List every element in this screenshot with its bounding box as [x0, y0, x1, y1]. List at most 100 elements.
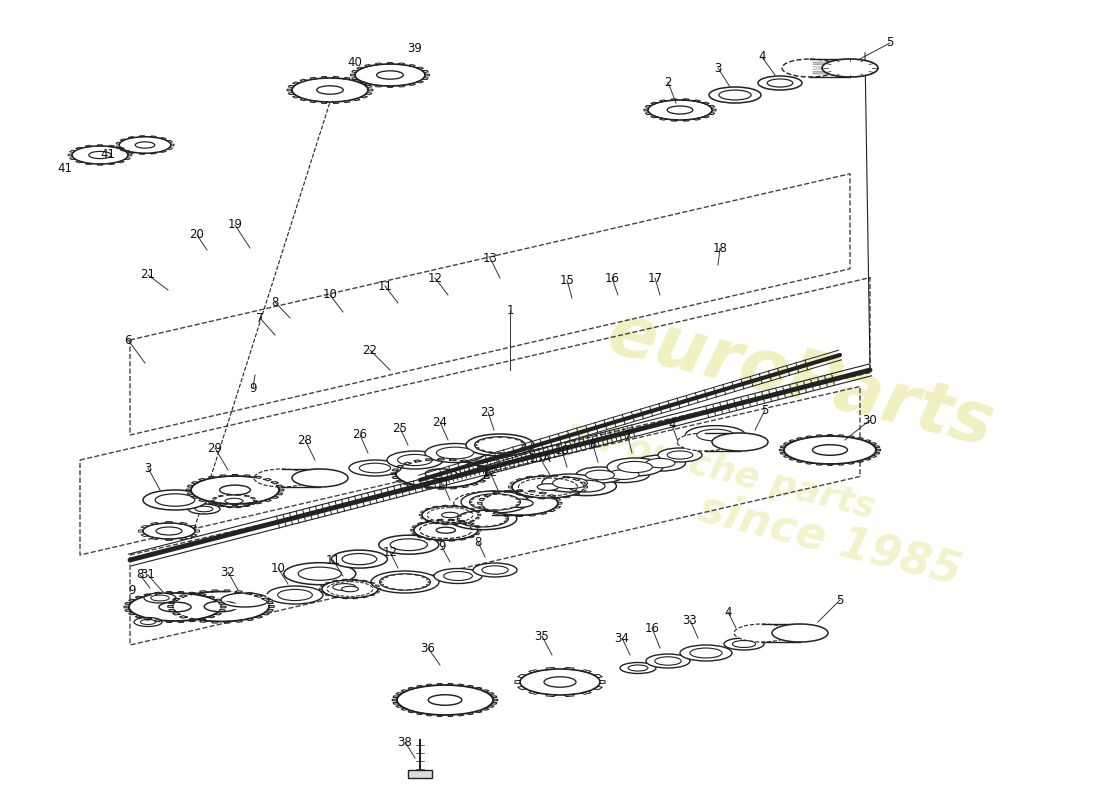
Ellipse shape	[458, 510, 508, 527]
Text: 7: 7	[256, 311, 264, 325]
Ellipse shape	[324, 581, 364, 593]
Ellipse shape	[173, 591, 270, 622]
Text: 9: 9	[250, 382, 256, 394]
Text: 33: 33	[683, 614, 697, 626]
Text: 9: 9	[438, 541, 446, 554]
Ellipse shape	[414, 520, 477, 540]
Ellipse shape	[712, 433, 768, 451]
Ellipse shape	[441, 512, 459, 518]
Ellipse shape	[576, 467, 624, 483]
Ellipse shape	[482, 491, 558, 515]
Ellipse shape	[813, 445, 847, 455]
Ellipse shape	[822, 59, 878, 77]
Text: 11: 11	[377, 279, 393, 293]
Ellipse shape	[437, 527, 455, 534]
Ellipse shape	[221, 593, 270, 607]
Text: 11: 11	[436, 478, 451, 490]
Ellipse shape	[608, 470, 639, 479]
Ellipse shape	[607, 458, 663, 476]
Ellipse shape	[646, 654, 690, 668]
Text: euroParts: euroParts	[600, 298, 1000, 462]
Text: 3: 3	[144, 462, 152, 474]
Text: 8: 8	[474, 535, 482, 549]
Text: 38: 38	[397, 735, 412, 749]
Ellipse shape	[557, 477, 616, 495]
Ellipse shape	[144, 593, 176, 603]
Ellipse shape	[360, 463, 390, 473]
Ellipse shape	[226, 498, 243, 504]
Ellipse shape	[141, 619, 156, 625]
Ellipse shape	[151, 595, 169, 601]
Ellipse shape	[617, 462, 652, 473]
Ellipse shape	[158, 602, 191, 612]
Ellipse shape	[155, 494, 195, 506]
Ellipse shape	[474, 437, 526, 454]
Ellipse shape	[387, 451, 443, 469]
Ellipse shape	[298, 567, 341, 580]
Text: 3: 3	[714, 62, 722, 74]
Text: 17: 17	[648, 271, 662, 285]
Text: 8: 8	[590, 438, 596, 451]
Ellipse shape	[690, 648, 722, 658]
Text: 23: 23	[481, 406, 495, 418]
Ellipse shape	[648, 100, 712, 120]
Text: 10: 10	[554, 445, 570, 458]
Text: since 1985: since 1985	[694, 486, 966, 594]
Ellipse shape	[437, 447, 474, 459]
Ellipse shape	[214, 495, 254, 507]
Text: 12: 12	[483, 466, 497, 478]
Ellipse shape	[434, 569, 482, 583]
Text: 41: 41	[57, 162, 73, 174]
Ellipse shape	[597, 466, 649, 482]
Text: 13: 13	[483, 251, 497, 265]
Text: 18: 18	[713, 242, 727, 254]
Text: 24: 24	[432, 415, 448, 429]
Ellipse shape	[552, 478, 587, 489]
Ellipse shape	[72, 146, 128, 164]
Ellipse shape	[734, 624, 790, 642]
Text: 4: 4	[758, 50, 766, 63]
Ellipse shape	[636, 455, 685, 471]
Ellipse shape	[119, 137, 170, 154]
Text: 4: 4	[724, 606, 732, 618]
Ellipse shape	[220, 485, 251, 495]
Text: 20: 20	[189, 229, 205, 242]
Text: 25: 25	[393, 422, 407, 434]
Text: 9: 9	[129, 583, 135, 597]
Ellipse shape	[658, 448, 702, 462]
Ellipse shape	[376, 71, 404, 79]
Text: 1: 1	[506, 303, 514, 317]
Ellipse shape	[349, 460, 402, 476]
Text: 8: 8	[272, 295, 278, 309]
Ellipse shape	[129, 593, 221, 621]
Text: 22: 22	[363, 343, 377, 357]
Ellipse shape	[544, 677, 576, 687]
Text: 26: 26	[352, 429, 367, 442]
Ellipse shape	[396, 460, 486, 488]
Ellipse shape	[784, 436, 876, 464]
Ellipse shape	[428, 694, 462, 706]
Ellipse shape	[470, 494, 520, 510]
Text: 31: 31	[141, 569, 155, 582]
Ellipse shape	[482, 566, 508, 574]
Ellipse shape	[782, 59, 838, 77]
Ellipse shape	[680, 645, 732, 661]
Ellipse shape	[379, 574, 430, 590]
Ellipse shape	[355, 64, 425, 86]
Ellipse shape	[473, 563, 517, 577]
Text: 5: 5	[887, 37, 893, 50]
Ellipse shape	[772, 624, 828, 642]
Ellipse shape	[292, 78, 368, 102]
Ellipse shape	[724, 638, 764, 650]
Ellipse shape	[454, 491, 530, 515]
Text: 11: 11	[326, 554, 341, 566]
Ellipse shape	[397, 685, 493, 715]
Text: 32: 32	[221, 566, 235, 578]
Text: 12: 12	[428, 271, 442, 285]
Ellipse shape	[426, 469, 456, 478]
Ellipse shape	[585, 470, 615, 480]
Ellipse shape	[758, 76, 802, 90]
Ellipse shape	[188, 504, 220, 514]
Ellipse shape	[205, 602, 238, 612]
Text: 35: 35	[535, 630, 549, 642]
